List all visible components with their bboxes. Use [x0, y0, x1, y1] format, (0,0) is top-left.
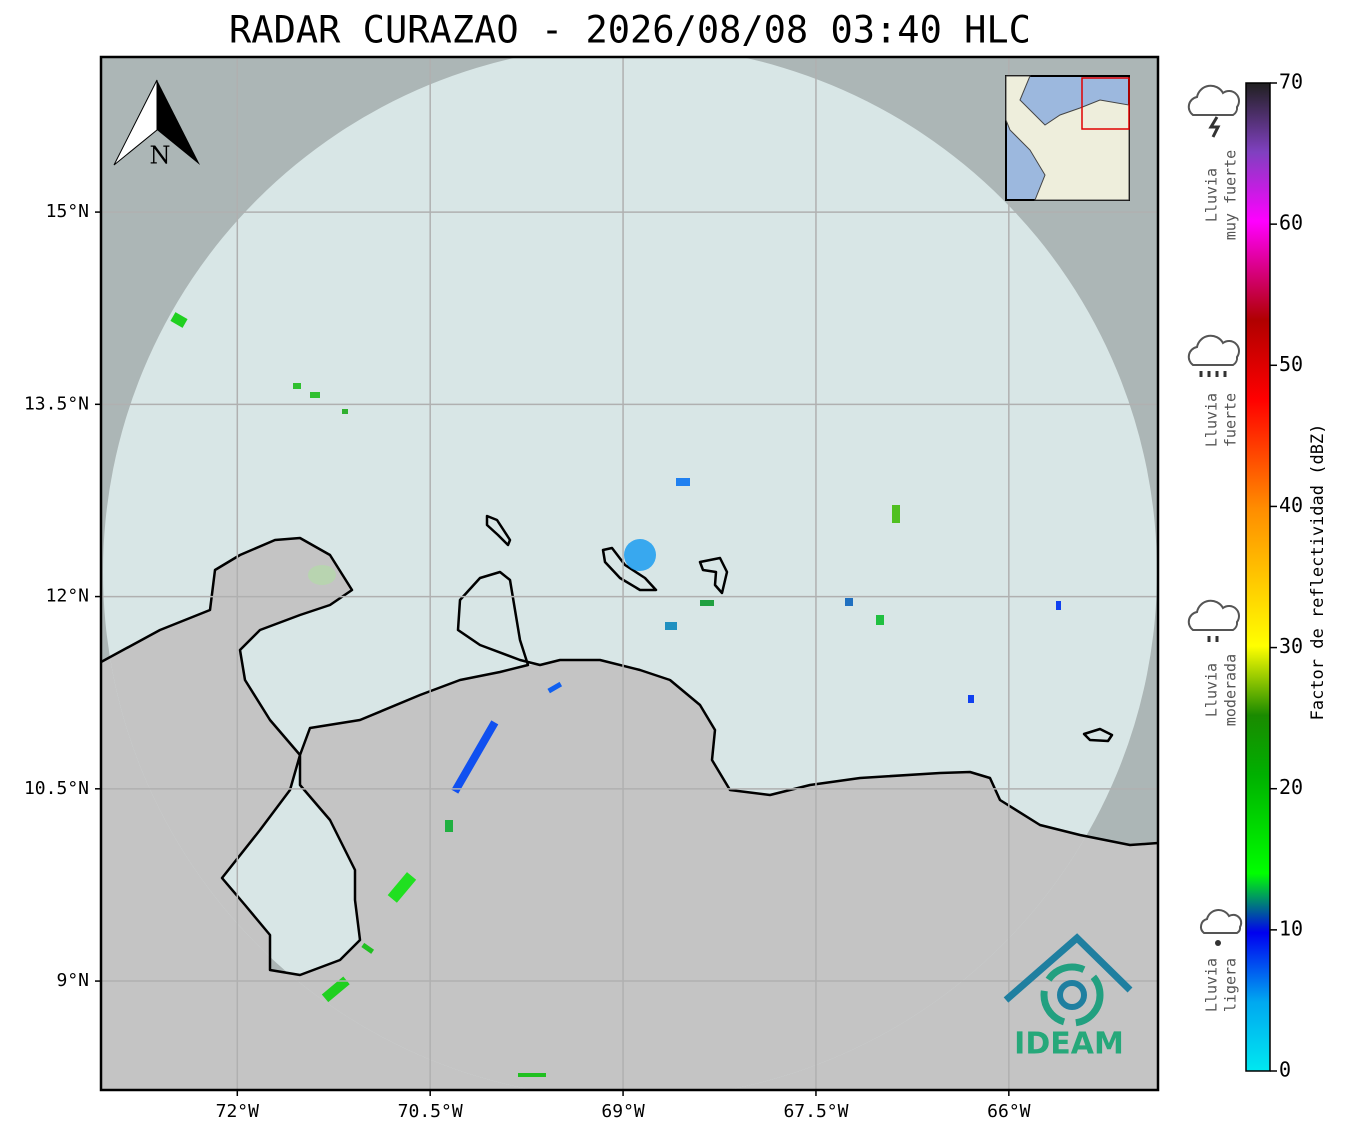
radar-echoes	[170, 312, 1061, 1077]
legend-label: fuerte	[1222, 393, 1240, 447]
map: N IDEAM	[101, 57, 1158, 1090]
island-orchila	[1082, 727, 1114, 743]
legend-label: Lluvia	[1203, 168, 1221, 222]
lat-tick-label: 12°N	[46, 586, 89, 607]
colorbar-tick-label: 20	[1279, 775, 1303, 799]
graticule	[101, 57, 1158, 1090]
lon-tick-label: 70.5°W	[398, 1101, 463, 1122]
colorbar-tick-label: 70	[1279, 70, 1303, 94]
inset-map	[1005, 75, 1130, 201]
legend-label: muy fuerte	[1222, 150, 1240, 240]
legend-label: Lluvia	[1203, 663, 1221, 717]
colorbar-tick-label: 40	[1279, 493, 1303, 517]
radar-disc	[103, 57, 1157, 1090]
lon-tick-label: 69°W	[601, 1101, 645, 1122]
vegetation	[308, 565, 336, 585]
legend-label: Lluvia	[1203, 393, 1221, 447]
colorbar-tick-label: 30	[1279, 634, 1303, 658]
coastline	[101, 536, 1158, 977]
lake	[222, 785, 360, 975]
map-frame	[99, 55, 1160, 1092]
rain-icons	[1187, 84, 1243, 946]
lon-tick-label: 66°W	[987, 1101, 1031, 1122]
compass: N	[113, 79, 200, 170]
title: RADAR CURAZAO - 2026/08/08 03:40 HLC	[229, 9, 1031, 52]
legend-label: ligera	[1222, 958, 1240, 1012]
colorbar	[1245, 82, 1271, 1072]
lon-tick-label: 67.5°W	[783, 1101, 848, 1122]
island-aruba	[485, 514, 512, 547]
legend-label: Lluvia	[1203, 958, 1221, 1012]
lat-tick-label: 15°N	[46, 201, 89, 222]
colorbar-label: Factor de reflectividad (dBZ)	[1308, 424, 1328, 721]
colorbar-tick-label: 10	[1279, 916, 1303, 940]
logo-text: IDEAM	[1014, 1027, 1124, 1062]
north-label: N	[150, 142, 171, 170]
colorbar-ticks: 0 10 20 30 40 50 60 70	[1270, 70, 1303, 1082]
ideam-logo: IDEAM	[1003, 933, 1133, 1062]
lon-tick-label: 72°W	[216, 1101, 260, 1122]
colorbar-tick-label: 50	[1279, 352, 1303, 376]
lat-tick-label: 10.5°N	[24, 778, 89, 799]
lat-tick-label: 9°N	[56, 970, 89, 991]
island-curacao	[601, 546, 658, 592]
lat-tick-label: 13.5°N	[24, 393, 89, 414]
colorbar-tick-label: 60	[1279, 211, 1303, 235]
island-bonaire	[698, 556, 729, 595]
legend-label: moderada	[1222, 654, 1240, 726]
colorbar-tick-label: 0	[1279, 1058, 1291, 1082]
